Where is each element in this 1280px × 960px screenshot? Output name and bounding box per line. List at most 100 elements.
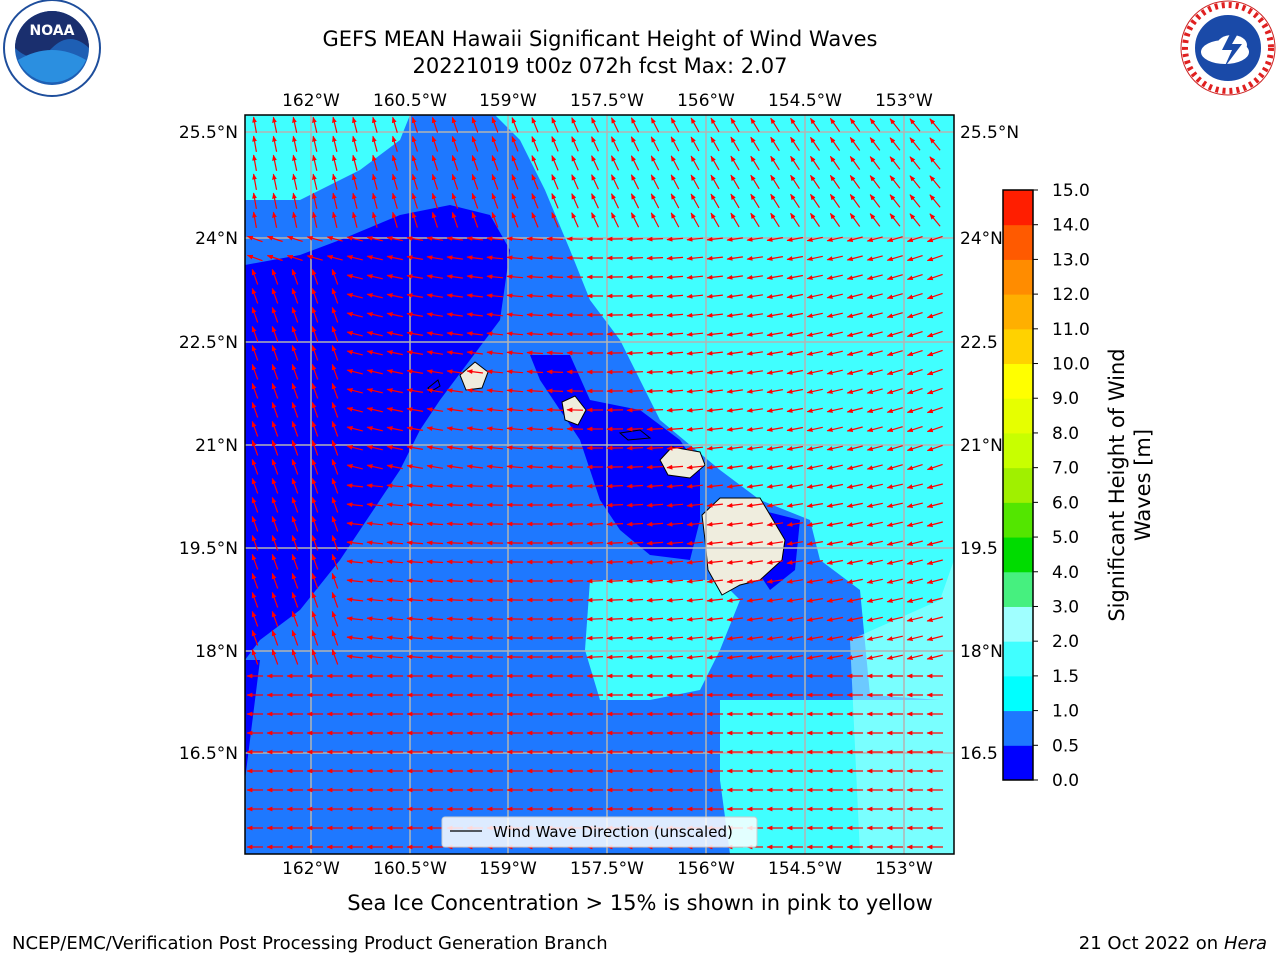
wave-direction-arrow	[406, 236, 424, 241]
wave-direction-arrow	[426, 578, 444, 584]
wave-direction-arrow	[750, 174, 760, 190]
wave-direction-arrow	[646, 502, 664, 508]
wave-direction-arrow	[746, 427, 763, 432]
wave-direction-arrow	[386, 236, 403, 242]
wave-direction-arrow	[766, 636, 783, 641]
wave-direction-arrow	[786, 598, 803, 603]
colorbar-tick-label: 1.0	[1052, 702, 1079, 722]
wave-direction-arrow	[646, 540, 664, 546]
wave-direction-arrow	[271, 648, 279, 665]
wave-direction-arrow	[346, 540, 364, 546]
wave-direction-arrow	[291, 496, 299, 513]
wave-direction-arrow	[630, 212, 640, 228]
wave-direction-arrow	[766, 560, 783, 565]
wave-direction-arrow	[926, 273, 943, 281]
wave-direction-arrow	[291, 477, 299, 494]
wave-direction-arrow	[866, 274, 883, 280]
wave-direction-arrow	[766, 598, 783, 603]
wave-direction-arrow	[466, 616, 484, 622]
wave-direction-arrow	[626, 426, 644, 432]
wave-direction-arrow	[486, 293, 504, 299]
wave-direction-arrow	[411, 192, 418, 209]
wave-direction-arrow	[826, 274, 843, 280]
wave-direction-arrow	[426, 502, 444, 508]
wave-direction-arrow	[706, 274, 723, 280]
wave-direction-arrow	[650, 117, 660, 133]
wave-direction-arrow	[546, 255, 564, 261]
wave-direction-arrow	[926, 578, 943, 584]
wave-direction-arrow	[266, 235, 283, 243]
wave-direction-arrow	[806, 312, 823, 318]
wave-direction-arrow	[866, 369, 883, 375]
lon-label-bottom-0: 162°W	[282, 859, 340, 879]
wave-direction-arrow	[849, 175, 861, 189]
wave-direction-arrow	[786, 312, 804, 318]
wave-direction-arrow	[446, 407, 463, 413]
wave-direction-arrow	[626, 445, 644, 451]
wave-direction-arrow	[886, 388, 903, 395]
wave-direction-arrow	[826, 635, 844, 641]
wave-direction-arrow	[311, 534, 319, 551]
wind-wave-arrows	[246, 116, 943, 850]
wave-direction-arrow	[386, 464, 403, 470]
wave-direction-arrow	[790, 193, 800, 209]
wave-direction-arrow	[331, 382, 339, 399]
wave-direction-arrow	[766, 237, 784, 242]
wave-direction-arrow	[726, 350, 743, 356]
wave-direction-arrow	[626, 540, 644, 546]
wave-direction-arrow	[411, 173, 418, 190]
colorbar-tick-label: 4.0	[1052, 563, 1079, 583]
wave-direction-arrow	[466, 236, 483, 242]
wave-direction-arrow	[292, 211, 298, 228]
wave-direction-arrow	[646, 407, 664, 413]
wave-direction-arrow	[710, 117, 720, 133]
wave-direction-arrow	[686, 388, 704, 394]
wave-direction-arrow	[606, 635, 624, 641]
wave-direction-arrow	[426, 388, 443, 393]
wave-direction-arrow	[686, 559, 704, 565]
wave-direction-arrow	[806, 293, 823, 299]
wave-direction-arrow	[829, 136, 841, 151]
wave-direction-arrow	[766, 579, 783, 584]
wave-direction-arrow	[686, 426, 704, 432]
wave-direction-arrow	[426, 559, 444, 565]
wave-direction-arrow	[686, 521, 704, 527]
wave-direction-arrow	[929, 137, 941, 151]
wave-direction-arrow	[706, 540, 723, 546]
wave-direction-arrow	[346, 597, 364, 603]
wave-direction-arrow	[730, 193, 740, 209]
wave-direction-arrow	[866, 654, 883, 660]
wave-direction-arrow	[846, 483, 863, 489]
wave-direction-arrow	[411, 116, 418, 133]
wave-direction-arrow	[251, 439, 259, 456]
wave-direction-arrow	[646, 255, 664, 261]
wave-direction-arrow	[926, 540, 943, 546]
wave-direction-arrow	[506, 445, 524, 451]
wave-direction-arrow	[706, 331, 723, 337]
wave-direction-arrow	[666, 255, 684, 261]
wave-direction-arrow	[551, 136, 559, 152]
wave-direction-arrow	[426, 274, 443, 279]
wave-direction-arrow	[710, 136, 720, 152]
wave-direction-arrow	[586, 597, 604, 603]
wave-direction-arrow	[646, 616, 664, 622]
wave-direction-arrow	[271, 458, 279, 475]
lon-label-top-5: 154.5°W	[768, 91, 842, 111]
wave-direction-arrow	[366, 293, 383, 299]
wave-direction-arrow	[526, 293, 544, 299]
nws-logo	[1180, 0, 1276, 96]
wave-direction-arrow	[466, 635, 484, 641]
colorbar-tick-label: 12.0	[1052, 285, 1090, 305]
colorbar-tick-label: 0.0	[1052, 771, 1079, 791]
wave-direction-arrow	[311, 344, 319, 361]
wave-direction-arrow	[886, 597, 903, 603]
wave-direction-arrow	[866, 597, 883, 603]
colorbar-swatch	[1003, 259, 1033, 295]
wave-direction-arrow	[386, 407, 403, 413]
wave-direction-arrow	[266, 254, 283, 262]
wave-direction-arrow	[386, 445, 403, 451]
wave-direction-arrow	[766, 484, 783, 489]
wave-direction-arrow	[466, 540, 484, 546]
wave-direction-arrow	[610, 212, 620, 228]
colorbar-swatch	[1003, 432, 1033, 469]
